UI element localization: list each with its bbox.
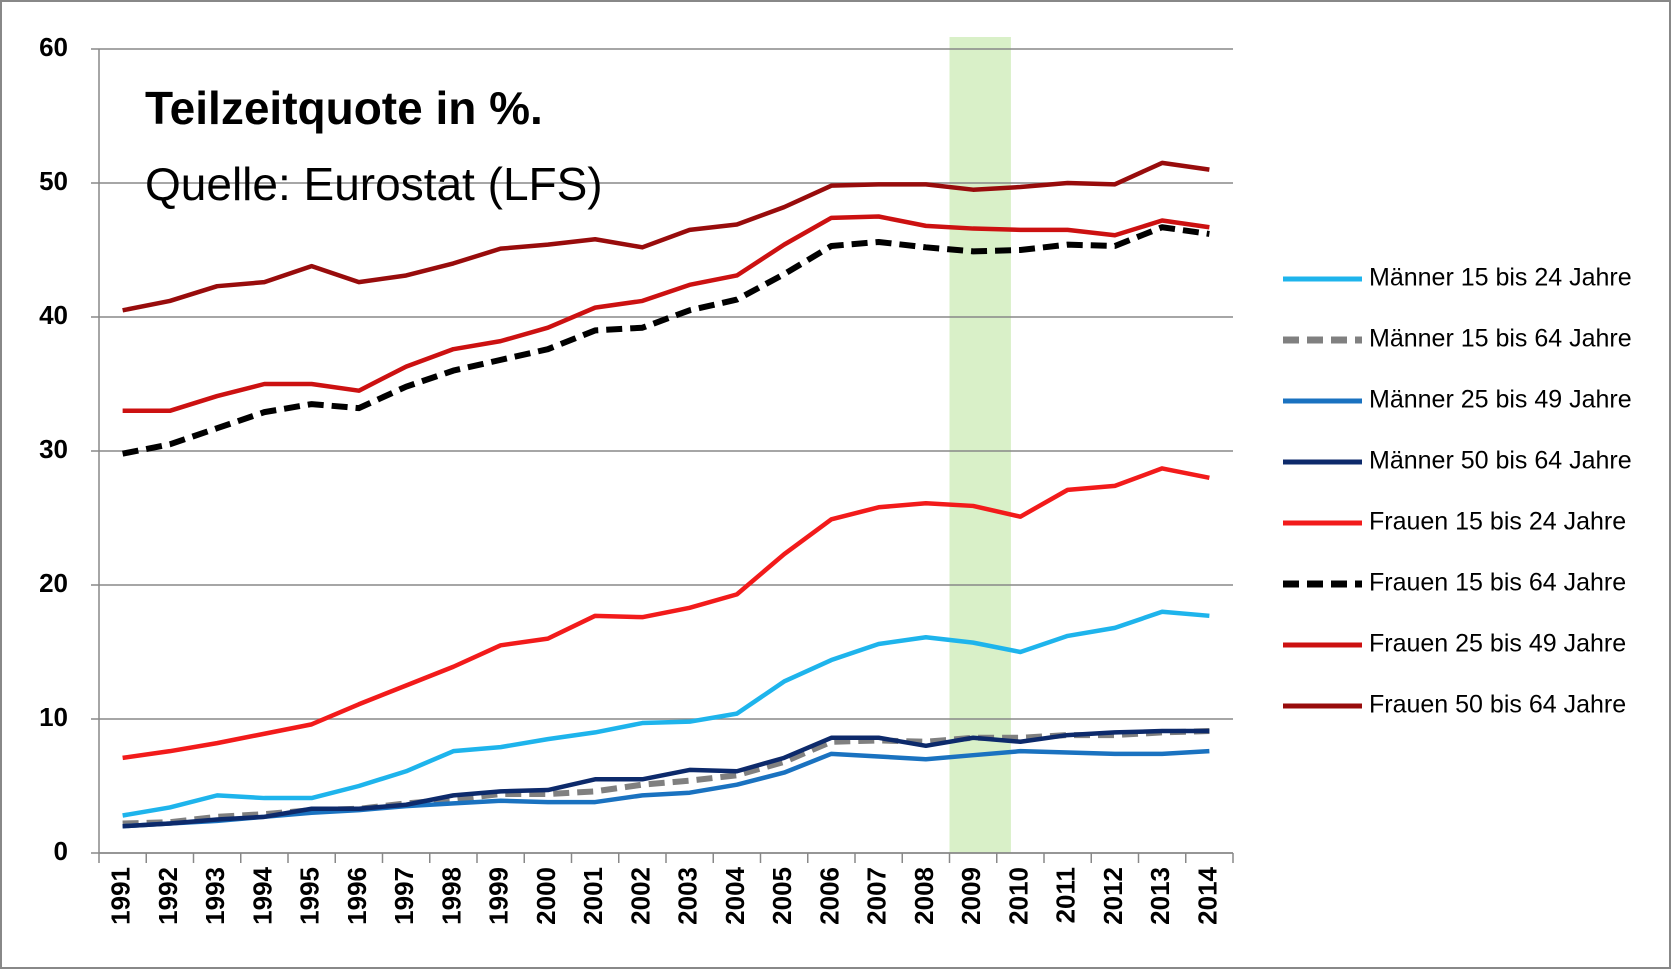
x-tick-label: 2011 — [1051, 867, 1081, 923]
y-tick-label: 50 — [39, 166, 68, 196]
x-tick-label: 2014 — [1192, 866, 1222, 924]
x-tick-label: 1999 — [484, 867, 514, 925]
x-tick-label: 2000 — [531, 867, 561, 925]
legend-label: Frauen 15 bis 24 Jahre — [1369, 508, 1626, 536]
x-tick-label: 1995 — [295, 867, 325, 925]
series-line — [122, 466, 1210, 761]
x-tick-label: 2001 — [578, 867, 608, 925]
x-tick-label: 1998 — [436, 867, 466, 925]
legend-label: Männer 25 bis 49 Jahre — [1369, 386, 1632, 414]
x-tick-label: 2008 — [909, 867, 939, 925]
series-layer — [122, 160, 1210, 829]
y-tick-label: 40 — [39, 300, 68, 330]
series-line — [122, 214, 1210, 414]
legend-label: Frauen 50 bis 64 Jahre — [1369, 691, 1626, 719]
legend-label: Männer 15 bis 24 Jahre — [1369, 264, 1632, 292]
y-tick-label: 0 — [54, 836, 68, 866]
x-tick-label: 2005 — [767, 867, 797, 925]
legend-label: Männer 15 bis 64 Jahre — [1369, 325, 1632, 353]
series-line — [122, 728, 1210, 829]
y-tick-label: 60 — [39, 32, 68, 62]
x-tick-label: 2012 — [1098, 867, 1128, 925]
x-tick-label: 2010 — [1003, 867, 1033, 925]
x-tick-label: 1997 — [389, 867, 419, 925]
chart-title: Teilzeitquote in %. — [145, 82, 543, 134]
x-tick-label: 1996 — [342, 867, 372, 925]
x-tick-label: 2004 — [720, 866, 750, 924]
x-tick-label: 1991 — [106, 867, 136, 925]
series-line — [122, 609, 1210, 818]
x-tick-label: 2007 — [862, 867, 892, 925]
x-tick-label: 2009 — [956, 867, 986, 925]
y-tick-label: 30 — [39, 434, 68, 464]
x-tick-label: 2003 — [673, 867, 703, 925]
x-tick-label: 1994 — [247, 866, 277, 924]
x-tick-label: 1993 — [200, 867, 230, 925]
x-tick-label: 2002 — [625, 867, 655, 925]
x-tick-label: 2006 — [814, 867, 844, 925]
legend-label: Männer 50 bis 64 Jahre — [1369, 447, 1632, 475]
series-line — [122, 160, 1210, 313]
x-tick-label: 2013 — [1145, 867, 1175, 925]
series-line — [122, 224, 1210, 457]
series-line — [122, 748, 1210, 829]
chart-subtitle: Quelle: Eurostat (LFS) — [145, 158, 603, 210]
highlight-band — [949, 37, 1011, 853]
legend-label: Frauen 15 bis 64 Jahre — [1369, 569, 1626, 597]
x-tick-label: 1992 — [153, 867, 183, 925]
y-tick-label: 10 — [39, 702, 68, 732]
legend-label: Frauen 25 bis 49 Jahre — [1369, 630, 1626, 658]
y-tick-label: 20 — [39, 568, 68, 598]
